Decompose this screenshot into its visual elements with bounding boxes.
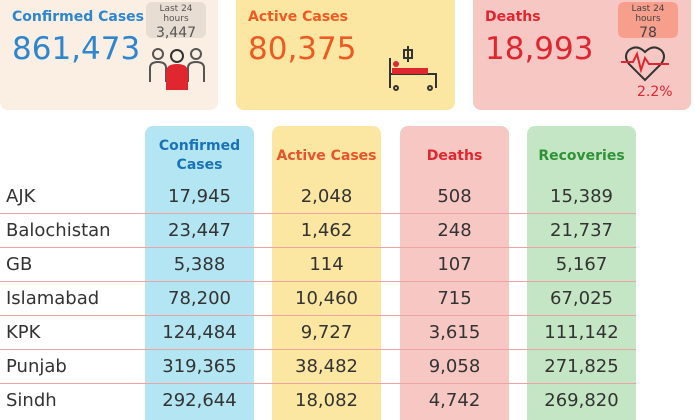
recoveries-value: 15,389 bbox=[550, 186, 613, 207]
region-name: Sindh bbox=[6, 390, 57, 411]
confirmed-last24-value: 3,447 bbox=[155, 25, 197, 41]
column-header-confirmed: Confirmed Cases bbox=[145, 126, 254, 186]
deaths-value: 9,058 bbox=[428, 356, 481, 377]
column-header-deaths: Deaths bbox=[400, 126, 509, 186]
region-name: Punjab bbox=[6, 356, 67, 377]
heart-pulse-icon bbox=[621, 46, 669, 82]
deaths-percent: 2.2% bbox=[637, 84, 673, 100]
column-header-active: Active Cases bbox=[272, 126, 381, 186]
region-name: AJK bbox=[6, 186, 36, 207]
confirmed-value: 5,388 bbox=[173, 254, 226, 275]
region-name: GB bbox=[6, 254, 33, 275]
deaths-value: 715 bbox=[437, 288, 472, 309]
deaths-title: Deaths bbox=[485, 9, 541, 25]
deaths-value: 508 bbox=[437, 186, 472, 207]
active-cases-title: Active Cases bbox=[248, 9, 349, 25]
deaths-value: 18,993 bbox=[485, 31, 594, 67]
recoveries-value: 269,820 bbox=[544, 390, 619, 411]
table-row: AJK 17,945 2,048 508 15,389 bbox=[0, 180, 636, 214]
column-bg-deaths bbox=[400, 186, 509, 420]
confirmed-value: 23,447 bbox=[168, 220, 231, 241]
column-header-confirmed-label: Confirmed Cases bbox=[158, 138, 241, 173]
recoveries-value: 5,167 bbox=[555, 254, 608, 275]
region-name: Balochistan bbox=[6, 220, 111, 241]
deaths-value: 248 bbox=[437, 220, 472, 241]
active-value: 1,462 bbox=[300, 220, 353, 241]
recoveries-value: 111,142 bbox=[544, 322, 619, 343]
column-bg-confirmed bbox=[145, 186, 254, 420]
deaths-value: 107 bbox=[437, 254, 472, 275]
column-header-deaths-label: Deaths bbox=[426, 147, 483, 164]
active-value: 10,460 bbox=[295, 288, 358, 309]
table-row: Islamabad 78,200 10,460 715 67,025 bbox=[0, 282, 636, 316]
active-value: 38,482 bbox=[295, 356, 358, 377]
column-bg-active bbox=[272, 186, 381, 420]
table-row: Balochistan 23,447 1,462 248 21,737 bbox=[0, 214, 636, 248]
confirmed-cases-value: 861,473 bbox=[12, 31, 141, 67]
recoveries-value: 271,825 bbox=[544, 356, 619, 377]
deaths-last24-badge: Last 24 hours 78 bbox=[618, 2, 678, 41]
confirmed-cases-title: Confirmed Cases bbox=[12, 9, 145, 25]
confirmed-value: 124,484 bbox=[162, 322, 237, 343]
recoveries-value: 21,737 bbox=[550, 220, 613, 241]
column-header-active-label: Active Cases bbox=[276, 147, 377, 164]
deaths-last24-value: 78 bbox=[639, 25, 657, 41]
active-cases-value: 80,375 bbox=[248, 31, 357, 67]
confirmed-value: 78,200 bbox=[168, 288, 231, 309]
deaths-last24-label: Last 24 hours bbox=[631, 4, 665, 24]
region-name: KPK bbox=[6, 322, 41, 343]
active-value: 9,727 bbox=[300, 322, 353, 343]
table-row: GB 5,388 114 107 5,167 bbox=[0, 248, 636, 282]
deaths-value: 3,615 bbox=[428, 322, 481, 343]
confirmed-value: 17,945 bbox=[168, 186, 231, 207]
confirmed-value: 319,365 bbox=[162, 356, 237, 377]
table-row: Sindh 292,644 18,082 4,742 269,820 bbox=[0, 384, 636, 418]
deaths-value: 4,742 bbox=[428, 390, 481, 411]
recoveries-value: 67,025 bbox=[550, 288, 613, 309]
confirmed-last24-badge: Last 24 hours 3,447 bbox=[146, 2, 206, 41]
active-value: 2,048 bbox=[300, 186, 353, 207]
active-value: 18,082 bbox=[295, 390, 358, 411]
confirmed-value: 292,644 bbox=[162, 390, 237, 411]
hospital-bed-icon bbox=[389, 46, 437, 91]
active-cases-card: Active Cases 80,375 bbox=[236, 0, 455, 110]
column-header-recoveries-label: Recoveries bbox=[538, 147, 625, 164]
table-row: Punjab 319,365 38,482 9,058 271,825 bbox=[0, 350, 636, 384]
confirmed-last24-label: Last 24 hours bbox=[159, 4, 193, 24]
active-value: 114 bbox=[309, 254, 344, 275]
confirmed-cases-card: Confirmed Cases 861,473 Last 24 hours 3,… bbox=[0, 0, 218, 110]
table-row: KPK 124,484 9,727 3,615 111,142 bbox=[0, 316, 636, 350]
column-bg-recoveries bbox=[527, 186, 636, 420]
people-group-icon bbox=[149, 48, 205, 90]
region-name: Islamabad bbox=[6, 288, 100, 309]
deaths-card: Deaths 18,993 Last 24 hours 78 2.2% bbox=[473, 0, 691, 110]
column-header-recoveries: Recoveries bbox=[527, 126, 636, 186]
